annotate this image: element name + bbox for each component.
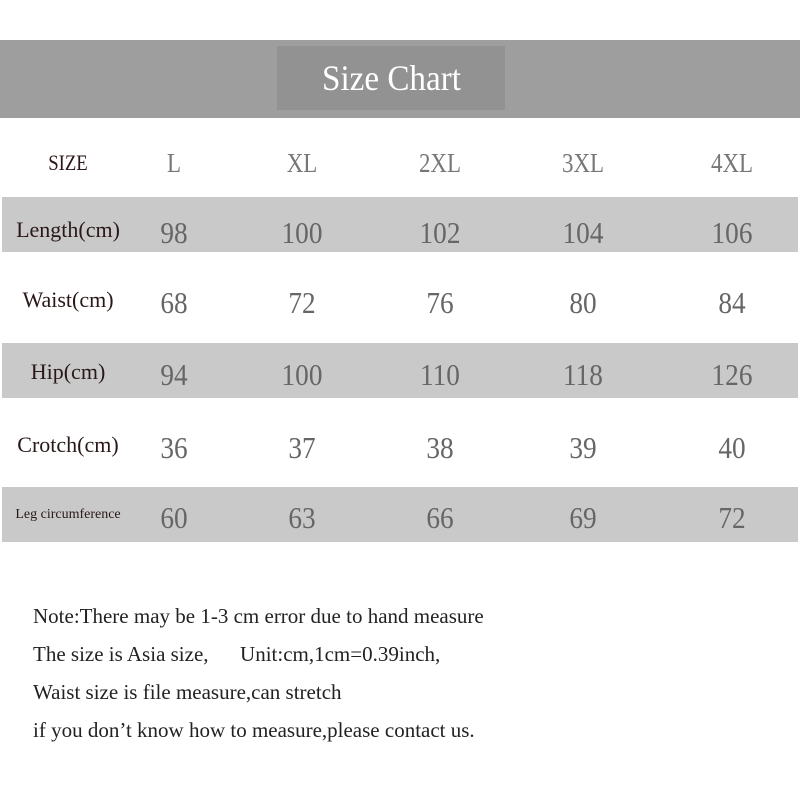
header-size-label: SIZE xyxy=(48,150,88,175)
table-cell: 76 xyxy=(426,285,454,320)
table-cell: 94 xyxy=(160,357,188,392)
table-row: Crotch(cm) 36 37 38 39 40 xyxy=(0,420,800,470)
table-cell: 98 xyxy=(160,215,188,250)
page-title: Size Chart xyxy=(321,58,461,98)
row-label: Hip(cm) xyxy=(30,359,106,384)
note-line: The size is Asia size, Unit:cm,1cm=0.39i… xyxy=(33,642,441,666)
table-cell: 100 xyxy=(281,357,323,392)
table-cell: 84 xyxy=(718,285,746,320)
table-cell: 37 xyxy=(288,430,316,465)
row-band xyxy=(2,487,798,542)
header-size-4xl: 4XL xyxy=(710,147,754,178)
table-row: Length(cm) 98 100 102 104 106 xyxy=(0,205,800,255)
table-cell: 40 xyxy=(718,430,746,465)
table-row: Leg circumference 60 63 66 69 72 xyxy=(0,490,800,540)
table-cell: 69 xyxy=(569,500,597,535)
table-cell: 72 xyxy=(718,500,746,535)
table-cell: 63 xyxy=(288,500,316,535)
table-cell: 60 xyxy=(160,500,188,535)
row-label: Crotch(cm) xyxy=(17,432,119,457)
table-cell: 66 xyxy=(426,500,454,535)
header-size-l: L xyxy=(166,147,182,178)
row-label: Waist(cm) xyxy=(22,287,114,312)
table-cell: 106 xyxy=(711,215,753,250)
header-size-2xl: 2XL xyxy=(418,147,462,178)
header-size-xl: XL xyxy=(286,147,318,178)
table-row: Waist(cm) 68 72 76 80 84 xyxy=(0,275,800,325)
header-row: SIZE L XL 2XL 3XL 4XL xyxy=(0,138,800,188)
note-line: Note:There may be 1-3 cm error due to ha… xyxy=(33,604,484,628)
note-line: Waist size is file measure,can stretch xyxy=(33,680,342,704)
table-cell: 68 xyxy=(160,285,188,320)
table-cell: 104 xyxy=(562,215,604,250)
note-line: if you don’t know how to measure,please … xyxy=(33,718,475,742)
table-cell: 110 xyxy=(420,357,460,392)
table-cell: 102 xyxy=(419,215,461,250)
row-band xyxy=(2,343,798,398)
notes: Note:There may be 1-3 cm error due to ha… xyxy=(33,597,484,749)
row-label: Length(cm) xyxy=(16,217,120,242)
row-label: Leg circumference xyxy=(15,507,121,522)
table-cell: 118 xyxy=(563,357,603,392)
table-row: Hip(cm) 94 100 110 118 126 xyxy=(0,347,800,397)
table-cell: 38 xyxy=(426,430,454,465)
row-band xyxy=(2,197,798,252)
table-cell: 100 xyxy=(281,215,323,250)
table-cell: 80 xyxy=(569,285,597,320)
table-cell: 39 xyxy=(569,430,597,465)
header-size-3xl: 3XL xyxy=(561,147,605,178)
table-cell: 126 xyxy=(711,357,753,392)
title-banner: Size Chart xyxy=(0,40,800,118)
title-box: Size Chart xyxy=(277,46,505,110)
table-cell: 72 xyxy=(288,285,316,320)
table-cell: 36 xyxy=(160,430,188,465)
